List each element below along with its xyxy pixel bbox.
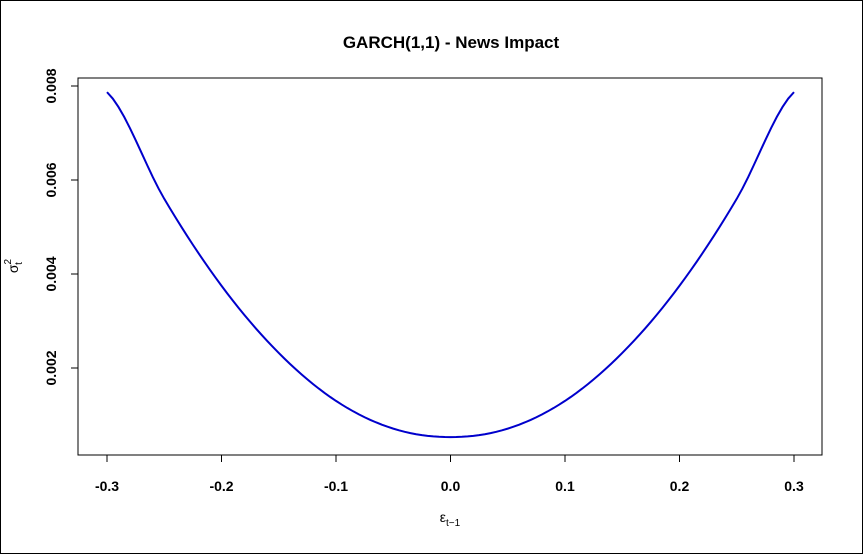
x-tick-label: -0.3: [95, 478, 119, 494]
y-axis: 0.002 0.004 0.006 0.008: [43, 68, 78, 386]
y-axis-label-subscript: t: [14, 262, 25, 265]
x-axis: -0.3 -0.2 -0.1 0.0 0.1 0.2 0.3: [95, 455, 804, 494]
y-tick-label: 0.004: [43, 256, 59, 291]
y-tick-label: 0.002: [43, 350, 59, 385]
y-axis-label-main: σ: [5, 264, 21, 273]
x-tick-label: 0.2: [670, 478, 690, 494]
x-tick-label: 0.1: [555, 478, 575, 494]
x-tick-label: 0.0: [441, 478, 461, 494]
chart-title: GARCH(1,1) - News Impact: [343, 33, 560, 52]
x-tick-label: -0.1: [324, 478, 348, 494]
x-axis-label-main: ε: [440, 509, 446, 525]
y-tick-label: 0.006: [43, 162, 59, 197]
x-tick-label: -0.2: [209, 478, 233, 494]
x-axis-label-subscript: t−1: [446, 518, 461, 529]
series-line: [106, 91, 795, 439]
x-axis-label: εt−1: [440, 509, 461, 529]
plot-box: [77, 77, 823, 456]
y-axis-label-superscript: 2: [3, 258, 14, 264]
x-tick-label: 0.3: [784, 478, 804, 494]
y-tick-label: 0.008: [43, 68, 59, 103]
y-axis-label: σ2t: [3, 258, 25, 273]
